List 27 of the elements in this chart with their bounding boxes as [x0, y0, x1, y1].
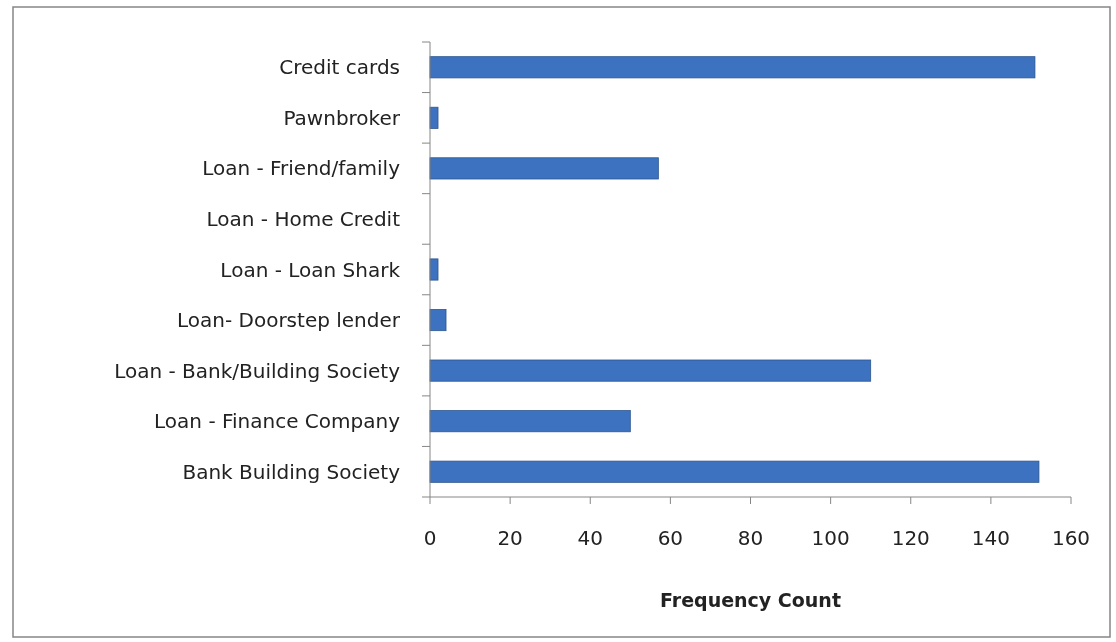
bar — [429, 258, 439, 281]
x-tick-label: 80 — [737, 526, 764, 550]
y-tick-label: Loan - Loan Shark — [220, 257, 401, 282]
y-tick-label: Loan - Bank/Building Society — [114, 358, 401, 383]
y-tick-label: Loan - Home Credit — [206, 206, 401, 231]
x-tick-label: 60 — [657, 526, 684, 550]
bar — [429, 309, 447, 332]
x-tick-label: 140 — [971, 526, 1010, 550]
bar — [429, 410, 631, 433]
y-tick-label: Pawnbroker — [283, 105, 401, 130]
y-tick-label: Loan- Doorstep lender — [176, 308, 401, 333]
bar — [429, 56, 1036, 79]
y-tick-label: Loan - Friend/family — [202, 156, 401, 181]
y-tick-label: Loan - Finance Company — [154, 409, 401, 434]
y-tick-label: Credit cards — [279, 55, 400, 80]
x-tick-label: 160 — [1051, 526, 1091, 550]
x-tick-label: 100 — [811, 526, 850, 550]
x-tick-label: 40 — [577, 526, 603, 550]
bar — [429, 460, 1040, 483]
y-tick-label: Bank Building Society — [182, 459, 401, 484]
x-tick-label: 20 — [497, 526, 523, 550]
bar — [429, 106, 439, 129]
x-axis-title: Frequency Count — [660, 589, 841, 611]
bar — [429, 359, 872, 382]
x-tick-label: 120 — [891, 526, 930, 550]
x-tick-label: 0 — [423, 526, 437, 550]
bar — [429, 157, 659, 180]
